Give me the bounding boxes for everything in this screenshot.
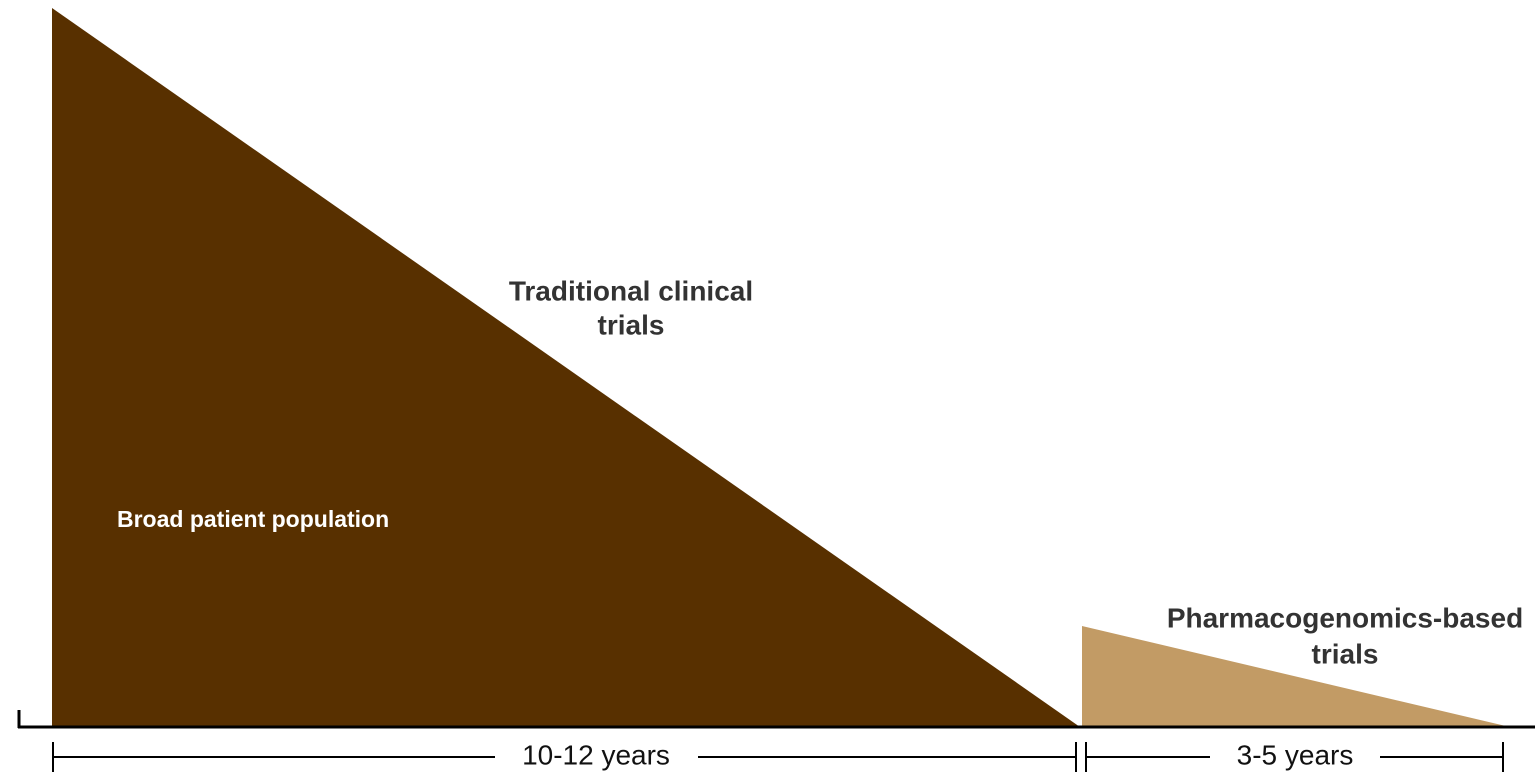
duration-label: 3-5 years <box>1237 739 1354 770</box>
traditional-triangle <box>52 8 1080 727</box>
population-label: Broad patient population <box>117 506 389 532</box>
traditional-label: Traditional clinical <box>509 275 753 306</box>
duration-brackets <box>52 742 1504 772</box>
duration-label: 10-12 years <box>522 739 670 770</box>
pharmacogenomics-label: Pharmacogenomics-based <box>1167 602 1523 633</box>
pharmacogenomics-label: trials <box>1312 638 1379 669</box>
traditional-label: trials <box>598 309 665 340</box>
pharmacogenomics-triangle <box>1082 626 1510 727</box>
baseline-axis <box>17 710 1535 729</box>
